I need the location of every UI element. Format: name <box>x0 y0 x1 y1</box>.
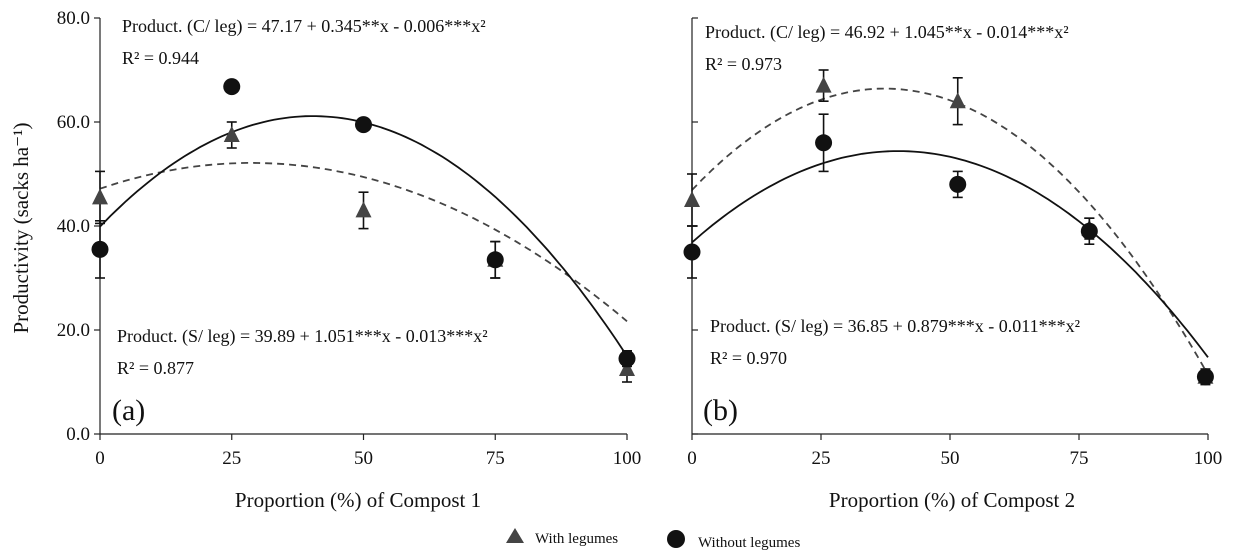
x-tick-label: 75 <box>486 448 505 469</box>
x-tick-label: 100 <box>1194 448 1223 469</box>
point-with-legumes <box>619 360 635 376</box>
r2-without: R² = 0.970 <box>710 348 787 368</box>
x-tick-label: 50 <box>941 448 960 469</box>
point-without-legumes <box>486 251 504 269</box>
x-tick-label: 75 <box>1070 448 1089 469</box>
point-with-legumes <box>92 188 108 205</box>
x-tick-label: 0 <box>95 448 105 469</box>
equation-without: Product. (S/ leg) = 36.85 + 0.879***x - … <box>710 316 1080 337</box>
y-tick-label: 0.0 <box>66 424 90 445</box>
point-with-legumes <box>355 201 372 218</box>
point-without-legumes <box>683 243 701 261</box>
x-tick-label: 50 <box>354 448 373 469</box>
y-tick-label: 40.0 <box>57 216 90 237</box>
x-axis-label: Proportion (%) of Compost 2 <box>829 488 1075 512</box>
legend: With legumes Without legumes <box>506 528 800 551</box>
point-without-legumes <box>815 134 833 152</box>
equation-with: Product. (C/ leg) = 46.92 + 1.045**x - 0… <box>705 22 1069 43</box>
fit-curve-without <box>691 150 1209 358</box>
legend-marker-with-legumes <box>506 528 524 543</box>
legend-label-without-legumes: Without legumes <box>698 535 800 551</box>
y-axis-label: Productivity (sacks ha⁻¹) <box>9 122 33 333</box>
x-tick-label: 0 <box>687 448 697 469</box>
fit-curve-without <box>99 115 628 357</box>
x-axis-label: Proportion (%) of Compost 1 <box>235 488 481 512</box>
point-without-legumes <box>91 240 109 258</box>
point-without-legumes <box>1196 368 1214 386</box>
point-without-legumes <box>355 116 372 134</box>
y-tick-label: 60.0 <box>57 112 90 133</box>
fit-curve-with <box>691 87 1209 376</box>
r2-with: R² = 0.944 <box>122 48 199 68</box>
panel-label: (a) <box>112 394 145 427</box>
equation-without: Product. (S/ leg) = 39.89 + 1.051***x - … <box>117 326 488 347</box>
equation-with: Product. (C/ leg) = 47.17 + 0.345**x - 0… <box>122 16 486 37</box>
point-with-legumes <box>684 191 700 207</box>
point-without-legumes <box>1080 222 1098 240</box>
point-with-legumes <box>223 126 240 142</box>
legend-marker-without-legumes <box>667 530 685 548</box>
x-tick-label: 100 <box>613 448 642 469</box>
point-with-legumes <box>949 92 966 109</box>
point-with-legumes <box>815 76 832 93</box>
fit-curve-with <box>99 162 628 322</box>
x-tick-label: 25 <box>222 448 241 469</box>
panel-b: 0 25 50 75 100 Proportion (%) of Compost 2 (b)… <box>683 17 1223 512</box>
r2-without: R² = 0.877 <box>117 358 194 378</box>
point-without-legumes <box>618 350 636 368</box>
point-without-legumes <box>223 78 241 96</box>
panel-label: (b) <box>703 394 738 427</box>
y-tick-label: 80.0 <box>57 8 90 29</box>
legend-label-with-legumes: With legumes <box>535 531 618 547</box>
y-tick-label: 20.0 <box>57 320 90 341</box>
x-tick-label: 25 <box>812 448 831 469</box>
point-without-legumes <box>949 175 967 193</box>
panel-a: 0.0 20.0 40.0 60.0 80.0 0 25 50 75 100 Proportion … <box>57 8 642 512</box>
r2-with: R² = 0.973 <box>705 54 782 74</box>
